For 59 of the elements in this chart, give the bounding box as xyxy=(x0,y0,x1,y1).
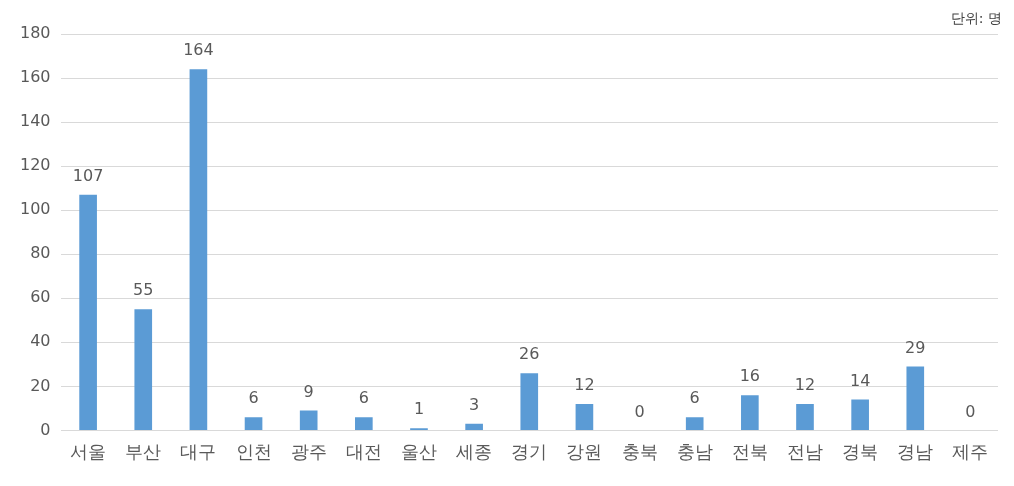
bar xyxy=(685,417,704,430)
data-label: 14 xyxy=(849,370,871,390)
x-tick-label: 충남 xyxy=(676,440,713,462)
x-tick-label: 충북 xyxy=(621,440,658,462)
y-tick-label: 40 xyxy=(30,331,51,351)
x-tick-label: 강원 xyxy=(566,440,603,462)
data-label: 0 xyxy=(634,401,645,421)
x-tick-label: 서울 xyxy=(70,440,107,462)
bar xyxy=(244,417,263,430)
bar xyxy=(796,403,814,430)
x-tick-label: 대전 xyxy=(345,440,382,462)
data-label: 0 xyxy=(965,401,976,421)
data-label: 12 xyxy=(574,375,595,395)
data-label: 164 xyxy=(183,40,214,60)
data-label: 9 xyxy=(303,381,314,401)
bar xyxy=(520,373,539,430)
x-tick-label: 광주 xyxy=(290,440,327,462)
x-tick-label: 경남 xyxy=(897,440,934,462)
data-label: 3 xyxy=(469,394,480,414)
bar xyxy=(79,194,97,430)
text: 단위: 명 xyxy=(950,9,1002,26)
data-label: 26 xyxy=(519,344,540,364)
y-tick-label: 20 xyxy=(30,375,51,395)
y-tick-label: 100 xyxy=(19,199,51,219)
bar xyxy=(906,366,925,430)
data-label: 1 xyxy=(413,399,425,419)
x-tick-label: 인천 xyxy=(235,440,272,462)
y-tick-label: 0 xyxy=(40,419,51,439)
bar xyxy=(851,399,869,430)
data-label: 6 xyxy=(248,388,259,408)
data-label: 12 xyxy=(794,375,816,395)
y-tick-label: 80 xyxy=(30,243,51,263)
data-label: 55 xyxy=(133,280,154,300)
bar xyxy=(134,309,153,430)
bar xyxy=(465,423,483,430)
y-tick-label: 140 xyxy=(19,111,51,131)
x-tick-label: 부산 xyxy=(125,440,162,462)
data-label: 29 xyxy=(905,337,926,357)
bar xyxy=(189,69,208,430)
x-tick-label: 울산 xyxy=(400,440,437,462)
x-tick-label: 전북 xyxy=(731,440,768,462)
data-label: 6 xyxy=(689,388,700,408)
x-tick-label: 전남 xyxy=(786,440,823,462)
y-tick-label: 180 xyxy=(19,23,51,43)
x-tick-label: 제주 xyxy=(952,440,989,462)
data-label: 107 xyxy=(72,165,104,185)
y-tick-label: 120 xyxy=(19,155,51,175)
data-label: 16 xyxy=(739,366,761,386)
data-label: 6 xyxy=(358,388,369,408)
bar xyxy=(355,417,373,430)
bar xyxy=(299,410,318,430)
y-tick-label: 60 xyxy=(30,287,51,307)
bar xyxy=(741,395,759,430)
x-tick-label: 세종 xyxy=(456,440,493,462)
x-tick-label: 경북 xyxy=(842,440,879,462)
y-tick-label: 160 xyxy=(19,67,51,87)
x-tick-label: 경기 xyxy=(511,440,548,462)
bar xyxy=(575,403,594,430)
x-tick-label: 대구 xyxy=(180,440,217,462)
